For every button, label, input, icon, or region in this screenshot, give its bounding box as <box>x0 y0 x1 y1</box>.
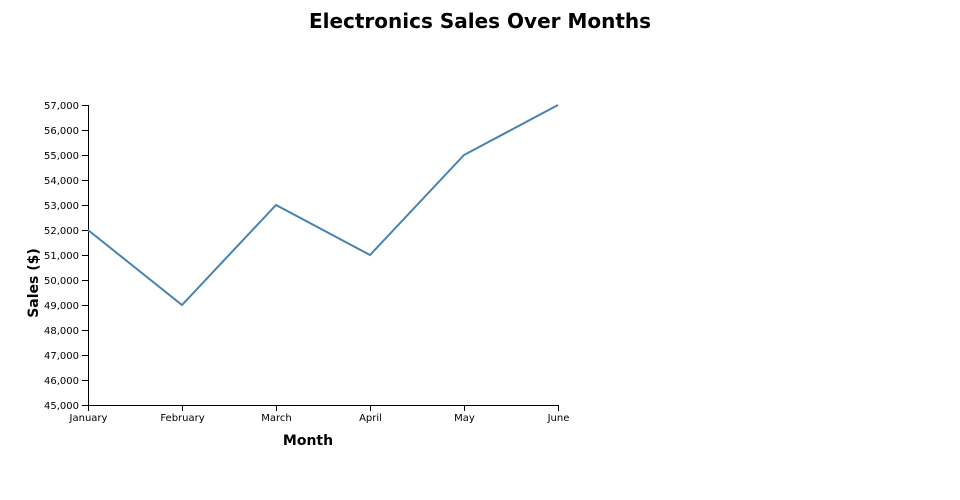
y-tick-label: 57,000 <box>44 101 79 112</box>
y-tick: 51,000 <box>44 251 88 262</box>
y-tick: 48,000 <box>44 326 88 337</box>
x-axis: January February March April May June <box>69 405 570 424</box>
y-tick-label: 56,000 <box>44 126 79 137</box>
y-axis: 45,000 46,000 47,000 48,000 49,000 50,000 51,0… <box>44 101 89 412</box>
y-tick-label: 45,000 <box>44 401 79 412</box>
y-tick: 45,000 <box>44 401 88 412</box>
y-tick: 57,000 <box>44 101 88 112</box>
y-tick-label: 54,000 <box>44 176 79 187</box>
x-axis-label: Month <box>283 433 333 449</box>
y-tick-label: 53,000 <box>44 201 79 212</box>
x-tick: April <box>359 405 382 424</box>
y-axis-label: Sales ($) <box>26 248 42 318</box>
y-tick: 46,000 <box>44 376 88 387</box>
y-tick-label: 50,000 <box>44 276 79 287</box>
y-tick-label: 52,000 <box>44 226 79 237</box>
x-tick-label: January <box>69 413 108 424</box>
x-tick: May <box>454 405 475 424</box>
y-tick-label: 51,000 <box>44 251 79 262</box>
y-tick: 55,000 <box>44 151 88 162</box>
y-tick-label: 55,000 <box>44 151 79 162</box>
x-tick-label: March <box>261 413 291 424</box>
y-tick-label: 48,000 <box>44 326 79 337</box>
y-tick-label: 47,000 <box>44 351 79 362</box>
y-tick-label: 46,000 <box>44 376 79 387</box>
y-tick-label: 49,000 <box>44 301 79 312</box>
sales-line <box>87 104 559 307</box>
y-tick: 49,000 <box>44 301 88 312</box>
series <box>87 104 559 307</box>
chart-title: Electronics Sales Over Months <box>309 9 651 33</box>
y-tick: 53,000 <box>44 201 88 212</box>
x-tick: June <box>547 405 570 424</box>
y-tick: 56,000 <box>44 126 88 137</box>
x-tick: February <box>160 405 205 424</box>
x-tick-label: May <box>454 413 475 424</box>
x-tick-label: June <box>547 413 570 424</box>
x-tick: January <box>69 405 108 424</box>
x-tick-label: April <box>359 413 382 424</box>
y-tick: 54,000 <box>44 176 88 187</box>
y-tick: 52,000 <box>44 226 88 237</box>
y-tick: 50,000 <box>44 276 88 287</box>
x-tick: March <box>261 405 292 424</box>
x-tick-label: February <box>160 413 204 424</box>
y-tick: 47,000 <box>44 351 88 362</box>
